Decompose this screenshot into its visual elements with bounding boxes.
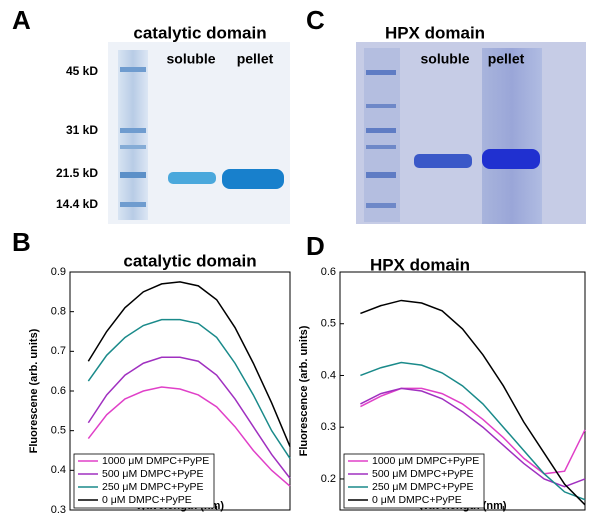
y-tick-label: 0.2 [321, 473, 336, 485]
y-tick-label: 0.5 [51, 425, 66, 437]
marker-label: 21.5 kD [56, 166, 98, 180]
ladder-band [366, 145, 396, 149]
line-series [87, 318, 291, 459]
y-tick-label: 0.6 [321, 266, 336, 278]
lane-label: pellet [237, 51, 274, 67]
legend-box [73, 453, 215, 509]
gel-title: catalytic domain [133, 23, 266, 42]
lane-label: pellet [488, 51, 525, 67]
legend-label: 1000 μM DMPC+PyPE [102, 455, 209, 467]
gel-a: A catalytic domain soluble pellet 45 kD … [12, 5, 290, 224]
marker-label: 45 kD [66, 64, 98, 78]
y-tick-label: 0.4 [321, 369, 336, 381]
ladder-band [366, 128, 396, 133]
legend-label: 500 μM DMPC+PyPE [102, 468, 203, 480]
ladder-band [120, 202, 146, 207]
gel-c: C HPX domain soluble pellet [306, 5, 586, 224]
y-tick-label: 0.7 [51, 345, 66, 357]
chart-title: HPX domain [370, 255, 470, 274]
y-tick-label: 0.3 [321, 421, 336, 433]
line-series [360, 387, 586, 488]
line-series [87, 356, 291, 479]
protein-band [414, 154, 472, 168]
panel-label: D [306, 231, 325, 261]
y-tick-label: 0.9 [51, 266, 66, 278]
ladder-lane [118, 50, 148, 220]
ladder-band [366, 172, 396, 178]
gel-title: HPX domain [385, 23, 485, 42]
lane-label: soluble [166, 51, 215, 67]
legend-label: 0 μM DMPC+PyPE [372, 494, 462, 506]
y-tick-label: 0.6 [51, 385, 66, 397]
ladder-band [120, 128, 146, 133]
chart-title: catalytic domain [123, 251, 256, 270]
protein-band [168, 172, 216, 184]
ladder-band [366, 203, 396, 208]
line-series [87, 386, 291, 487]
y-tick-label: 0.3 [51, 504, 66, 514]
legend-box [343, 453, 485, 509]
line-series [360, 361, 586, 501]
y-axis-label: Fluorescence (arb. units) [298, 325, 310, 456]
marker-label: 31 kD [66, 123, 98, 137]
protein-band [222, 169, 284, 189]
protein-band [482, 149, 540, 169]
ladder-band [120, 172, 146, 178]
line-series [87, 281, 291, 447]
lane-label: soluble [420, 51, 469, 67]
line-series [360, 299, 586, 506]
panel-label: B [12, 227, 31, 257]
plot-frame [339, 271, 586, 511]
ladder-lane [364, 48, 400, 222]
pellet-lane [482, 48, 542, 224]
legend-label: 0 μM DMPC+PyPE [102, 494, 192, 506]
y-axis-label: Fluorescene (arb. units) [28, 328, 40, 453]
y-tick-label: 0.5 [321, 318, 336, 330]
legend-label: 250 μM DMPC+PyPE [102, 481, 203, 493]
legend-label: 500 μM DMPC+PyPE [372, 468, 473, 480]
ladder-band [366, 104, 396, 108]
ladder-band [366, 70, 396, 75]
panel-label: A [12, 5, 31, 35]
ladder-band [120, 67, 146, 72]
panel-label: C [306, 5, 325, 35]
y-tick-label: 0.4 [51, 464, 66, 476]
ladder-band [120, 145, 146, 149]
legend-label: 250 μM DMPC+PyPE [372, 481, 473, 493]
marker-label: 14.4 kD [56, 197, 98, 211]
y-tick-label: 0.8 [51, 306, 66, 318]
legend-label: 1000 μM DMPC+PyPE [372, 455, 479, 467]
